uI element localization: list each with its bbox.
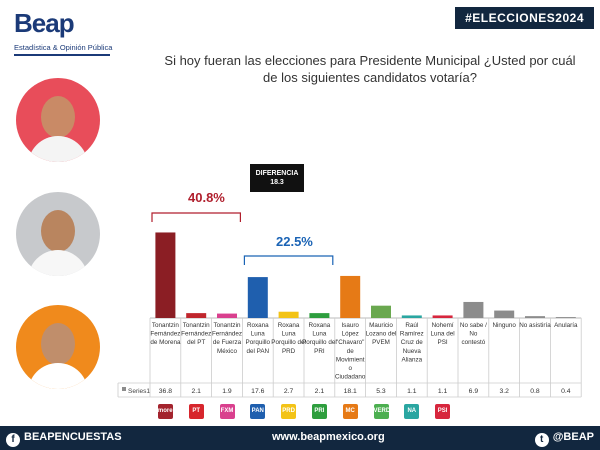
highlight-right-total: 22.5% xyxy=(276,234,313,249)
value-label: 0.4 xyxy=(561,388,571,395)
party-logo-icon: FXM xyxy=(219,404,235,419)
bar xyxy=(340,275,361,318)
twitter-text: @BEAP xyxy=(552,431,594,443)
hashtag-badge: #ELECCIONES2024 xyxy=(455,7,594,29)
category-label: Tonantzin Fernández del PT xyxy=(181,322,211,346)
category-label: Nohemí Luna del PSI xyxy=(431,322,455,346)
category-label: Tonantzin Fernández de Fuerza México xyxy=(212,322,242,355)
difference-label: DIFERENCIA xyxy=(255,170,299,177)
category-label: Ninguno xyxy=(492,322,516,329)
party-logo-icon: PAN xyxy=(250,404,266,419)
bar xyxy=(155,232,176,318)
bar xyxy=(278,311,299,318)
category-label: Roxana Luna Porquillo del PRD xyxy=(271,322,306,355)
value-label: 17.6 xyxy=(251,388,264,395)
highlight-left-total: 40.8% xyxy=(188,190,225,205)
legend-swatch xyxy=(122,387,126,391)
bracket-left xyxy=(151,212,241,222)
value-label: 6.9 xyxy=(469,388,479,395)
difference-value: 18.3 xyxy=(270,179,284,186)
category-label: Mauricio Lozano del PVEM xyxy=(366,322,397,346)
bar xyxy=(432,315,453,318)
bar xyxy=(371,305,391,318)
category-label: Roxana Luna Porquillo del PRI xyxy=(302,322,337,355)
legend-series-label: Series1 xyxy=(128,388,150,395)
value-label: 1.1 xyxy=(438,388,448,395)
value-label: 5.3 xyxy=(376,388,386,395)
candidate-photo-mc xyxy=(16,305,100,389)
bar xyxy=(217,313,237,318)
facebook-icon: f xyxy=(6,433,20,447)
candidate-photo-pan xyxy=(16,192,100,276)
value-label: 1.1 xyxy=(407,388,417,395)
bar xyxy=(401,315,422,318)
difference-box: DIFERENCIA 18.3 xyxy=(250,164,304,192)
party-logo-icon: PT xyxy=(188,404,204,419)
value-label: 2.1 xyxy=(315,388,325,395)
question-line-1: Si hoy fueran las elecciones para Presid… xyxy=(164,53,576,68)
bar xyxy=(525,316,545,318)
candidate-photo-morena xyxy=(16,78,100,162)
value-label: 1.9 xyxy=(222,388,232,395)
question-title: Si hoy fueran las elecciones para Presid… xyxy=(150,52,590,86)
question-line-2: de los siguientes candidatos votaría? xyxy=(263,70,477,85)
party-logo-icon: PRI xyxy=(311,404,327,419)
category-label: No sabe / No contestó xyxy=(460,322,487,346)
facebook-handle[interactable]: f BEAPENCUESTAS xyxy=(6,431,122,447)
value-label: 0.8 xyxy=(530,388,540,395)
brand-tagline: Estadística & Opinión Pública xyxy=(14,43,113,52)
category-label: Raúl Ramírez Cruz de Nueva Alianza xyxy=(400,322,424,363)
brand-name: Beap xyxy=(14,8,75,38)
category-label: Roxana Luna Porquillo del PAN xyxy=(246,322,271,355)
twitter-icon: t xyxy=(534,433,549,447)
party-logo-icon: VERDE xyxy=(373,404,394,419)
bar xyxy=(494,310,515,318)
beap-logo: Beap Estadística & Opinión Pública xyxy=(14,8,124,58)
category-label: Anularía xyxy=(554,322,578,329)
bar xyxy=(186,313,207,318)
bar xyxy=(247,277,268,318)
face-shape xyxy=(41,210,75,252)
bar xyxy=(309,313,330,318)
party-logo-icon: MC xyxy=(342,404,358,419)
logo-underline xyxy=(14,54,110,56)
party-logo-icon: PRD xyxy=(281,404,297,419)
party-logo-icon: morena xyxy=(157,404,180,419)
value-label: 2.7 xyxy=(284,388,294,395)
value-label: 2.1 xyxy=(191,388,201,395)
bracket-right xyxy=(243,255,334,265)
category-label: Tonantzin Fernández de Morena xyxy=(150,322,181,346)
bar xyxy=(463,301,484,318)
bar xyxy=(555,317,576,318)
category-label: No asistiría xyxy=(519,322,551,329)
party-logo-icon: PSI xyxy=(435,404,451,419)
twitter-handle[interactable]: t @BEAP xyxy=(534,431,594,447)
face-shape xyxy=(41,96,75,138)
party-logo-icon: NA xyxy=(404,404,420,419)
value-label: 18.1 xyxy=(344,388,357,395)
value-label: 36.8 xyxy=(159,388,172,395)
footer-bar: f BEAPENCUESTAS www.beapmexico.org t @BEAP xyxy=(0,426,600,450)
website-link[interactable]: www.beapmexico.org xyxy=(272,431,385,443)
category-label: Isauro López "Chavaro" de Movimient o Ciudadan… xyxy=(335,322,366,381)
face-shape xyxy=(41,323,75,365)
facebook-text: BEAPENCUESTAS xyxy=(24,431,122,443)
value-label: 3.2 xyxy=(499,388,509,395)
